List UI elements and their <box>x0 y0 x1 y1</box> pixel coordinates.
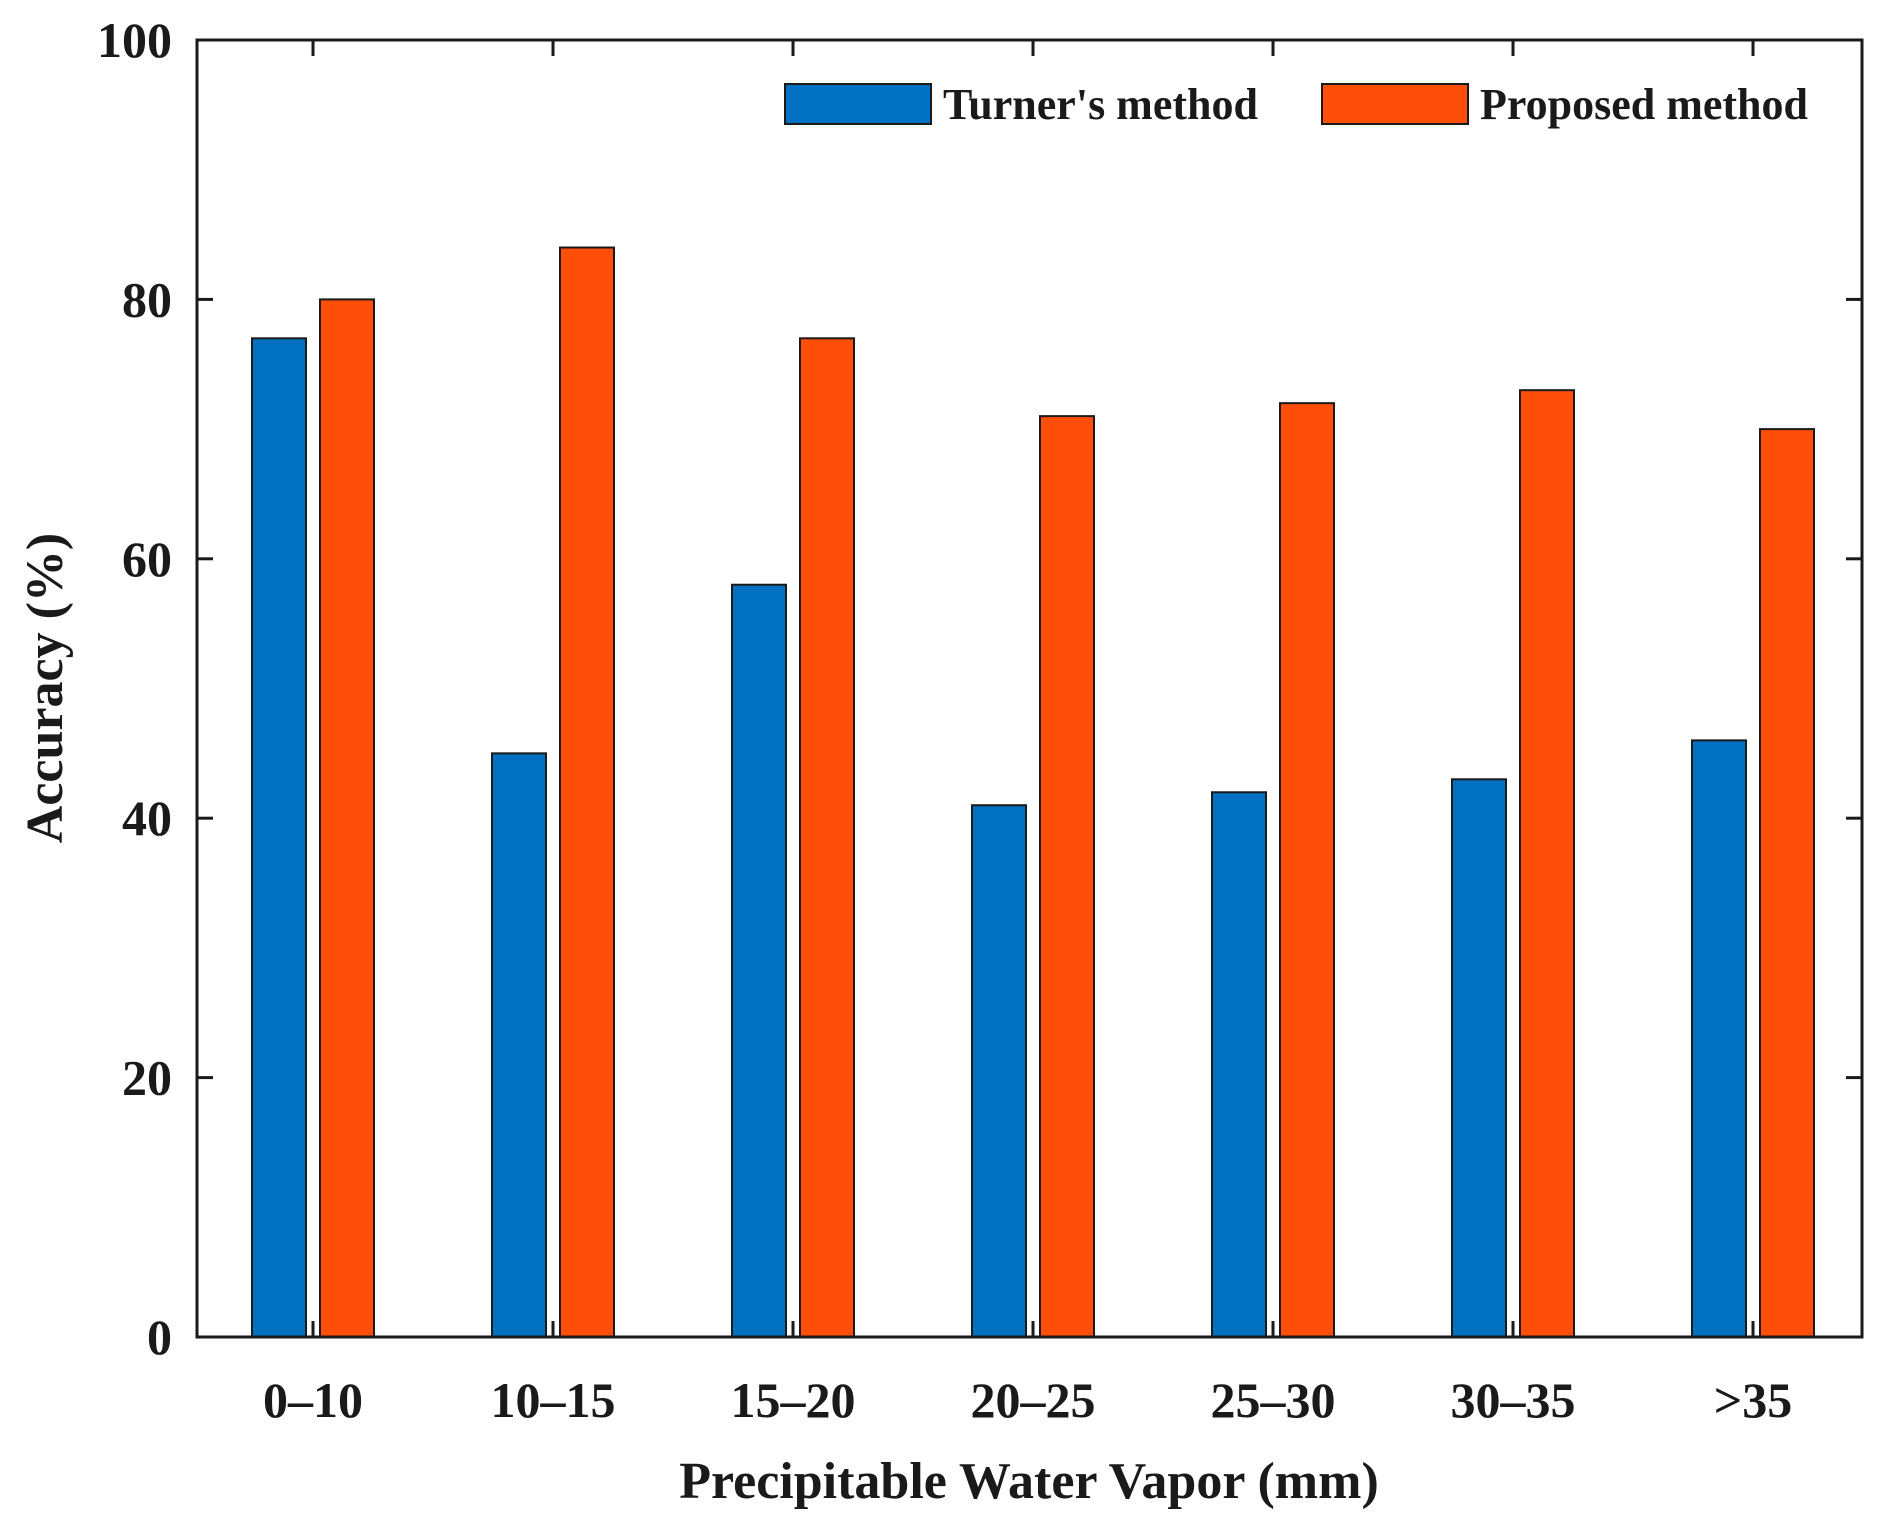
bar-turner-s-method-3 <box>731 583 787 1338</box>
bar-turner-s-method-7 <box>1691 739 1747 1338</box>
x-tick-label: 10–15 <box>491 1372 616 1428</box>
bar-turner-s-method-5 <box>1211 791 1267 1338</box>
bar-proposed-method-6 <box>1519 389 1575 1338</box>
x-tick-label: 0–10 <box>263 1372 363 1428</box>
bar-proposed-method-2 <box>559 246 615 1338</box>
bar-proposed-method-7 <box>1759 428 1815 1339</box>
y-tick-label: 20 <box>122 1050 172 1106</box>
bar-turner-s-method-6 <box>1451 778 1507 1338</box>
y-axis-title: Accuracy (%) <box>17 533 74 843</box>
bar-turner-s-method-1 <box>251 337 307 1338</box>
bar-proposed-method-5 <box>1279 402 1335 1339</box>
legend-swatch-proposed-method <box>1321 83 1469 125</box>
y-tick-label: 100 <box>97 12 172 68</box>
legend-label-proposed-method: Proposed method <box>1480 80 1808 129</box>
bar-proposed-method-4 <box>1039 415 1095 1338</box>
x-tick-label: 20–25 <box>971 1372 1096 1428</box>
x-tick-label: 30–35 <box>1451 1372 1576 1428</box>
y-tick-label: 60 <box>122 531 172 587</box>
y-tick-label: 80 <box>122 271 172 327</box>
ticks-layer <box>197 38 1862 1339</box>
x-tick-label: >35 <box>1714 1372 1793 1428</box>
plot-frame <box>195 38 1864 1339</box>
y-tick-label: 0 <box>147 1309 172 1365</box>
y-tick-label: 40 <box>122 790 172 846</box>
labels-layer: 0 20 40 60 80 100 0–10 10–15 15–20 20–25 25–30 30–3… <box>97 12 1792 1428</box>
bars-layer <box>251 246 1815 1339</box>
legend: Turner's method Proposed method <box>784 80 1808 129</box>
legend-swatch-turner-s-method <box>784 83 932 125</box>
bar-proposed-method-1 <box>319 298 375 1338</box>
x-tick-label: 25–30 <box>1211 1372 1336 1428</box>
x-axis-title: Precipitable Water Vapor (mm) <box>679 1453 1379 1510</box>
x-tick-label: 15–20 <box>731 1372 856 1428</box>
bar-turner-s-method-2 <box>491 752 547 1338</box>
legend-label-turner-s-method: Turner's method <box>943 80 1258 129</box>
bar-proposed-method-3 <box>799 337 855 1338</box>
bar-turner-s-method-4 <box>971 804 1027 1338</box>
